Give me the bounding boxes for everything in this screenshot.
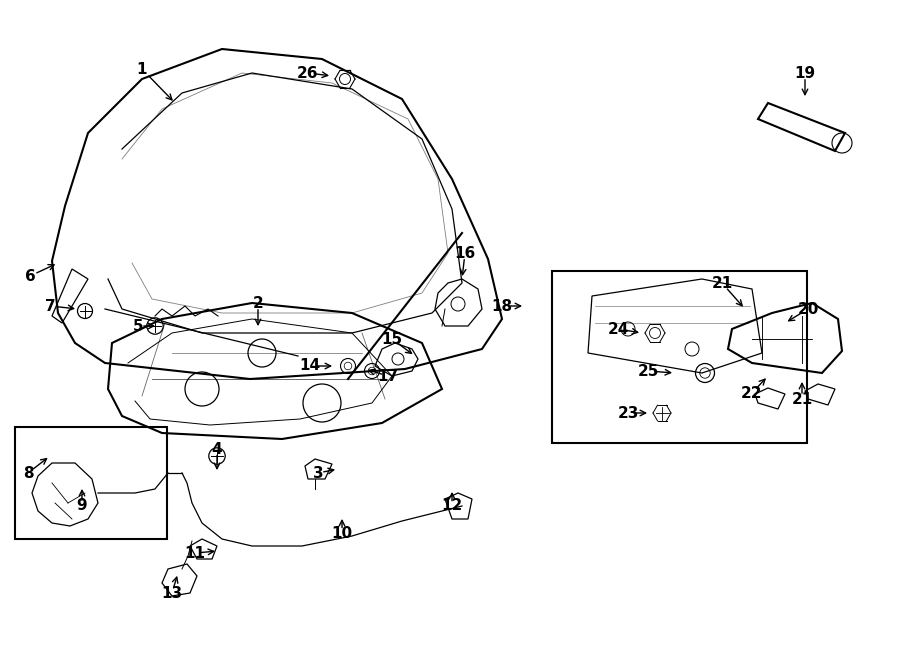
- Text: 24: 24: [608, 321, 629, 336]
- Text: 11: 11: [184, 545, 205, 561]
- Text: 4: 4: [212, 442, 222, 457]
- Text: 21: 21: [711, 276, 733, 290]
- Text: 2: 2: [253, 295, 264, 311]
- Text: 21: 21: [791, 391, 813, 407]
- Text: 23: 23: [617, 405, 639, 420]
- Bar: [552, 271, 807, 443]
- Text: 25: 25: [637, 364, 659, 379]
- Text: 1: 1: [137, 61, 148, 77]
- Text: 18: 18: [491, 299, 513, 313]
- Text: 19: 19: [795, 65, 815, 81]
- Text: 16: 16: [454, 245, 475, 260]
- Text: 17: 17: [377, 368, 399, 383]
- Text: 10: 10: [331, 525, 353, 541]
- Text: 3: 3: [312, 465, 323, 481]
- Text: 13: 13: [161, 586, 183, 600]
- Text: 6: 6: [24, 268, 35, 284]
- Text: 5: 5: [132, 319, 143, 334]
- Text: 15: 15: [382, 332, 402, 346]
- Bar: [15, 427, 167, 539]
- Text: 9: 9: [76, 498, 87, 514]
- Text: 12: 12: [441, 498, 463, 514]
- Text: 26: 26: [297, 65, 319, 81]
- Text: 7: 7: [45, 299, 55, 313]
- Text: 8: 8: [22, 465, 33, 481]
- Text: 14: 14: [300, 358, 320, 373]
- Text: 20: 20: [797, 301, 819, 317]
- Text: 22: 22: [742, 385, 763, 401]
